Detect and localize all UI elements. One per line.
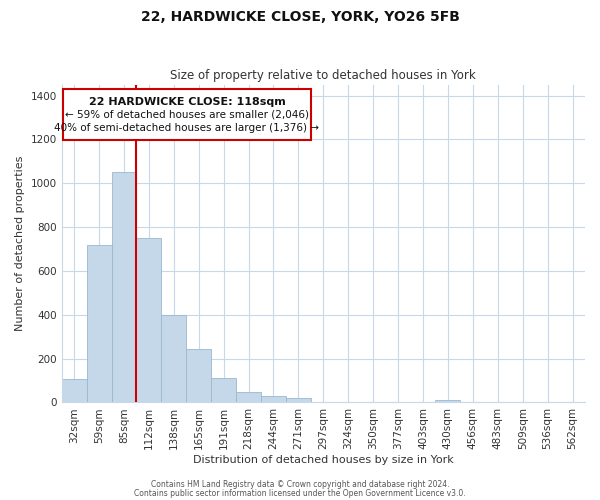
Bar xyxy=(286,398,311,402)
Bar xyxy=(236,392,261,402)
Bar xyxy=(161,315,186,402)
Title: Size of property relative to detached houses in York: Size of property relative to detached ho… xyxy=(170,69,476,82)
Text: 40% of semi-detached houses are larger (1,376) →: 40% of semi-detached houses are larger (… xyxy=(55,123,319,133)
Bar xyxy=(436,400,460,402)
FancyBboxPatch shape xyxy=(63,89,311,141)
Y-axis label: Number of detached properties: Number of detached properties xyxy=(15,156,25,331)
Bar xyxy=(136,238,161,402)
Bar xyxy=(186,348,211,403)
Bar xyxy=(112,172,136,402)
Text: 22 HARDWICKE CLOSE: 118sqm: 22 HARDWICKE CLOSE: 118sqm xyxy=(89,96,285,106)
Text: 22, HARDWICKE CLOSE, YORK, YO26 5FB: 22, HARDWICKE CLOSE, YORK, YO26 5FB xyxy=(140,10,460,24)
Bar xyxy=(86,244,112,402)
Text: ← 59% of detached houses are smaller (2,046): ← 59% of detached houses are smaller (2,… xyxy=(65,110,309,120)
Bar xyxy=(211,378,236,402)
Text: Contains HM Land Registry data © Crown copyright and database right 2024.: Contains HM Land Registry data © Crown c… xyxy=(151,480,449,489)
Text: Contains public sector information licensed under the Open Government Licence v3: Contains public sector information licen… xyxy=(134,488,466,498)
Bar xyxy=(62,380,86,402)
Bar xyxy=(261,396,286,402)
X-axis label: Distribution of detached houses by size in York: Distribution of detached houses by size … xyxy=(193,455,454,465)
